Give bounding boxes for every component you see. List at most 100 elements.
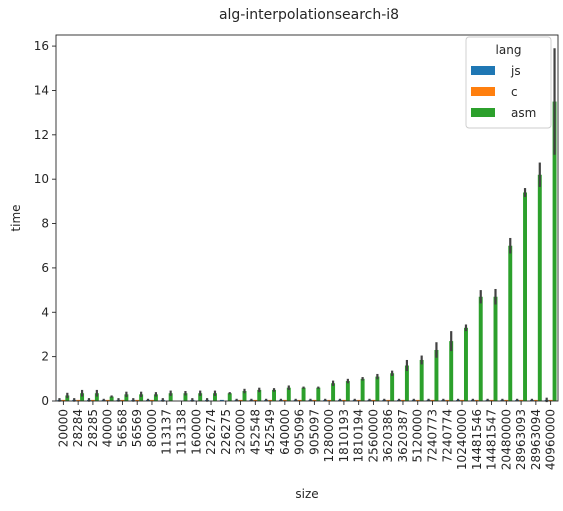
- bar-c-10240000: [460, 399, 464, 401]
- bar-asm-20000: [65, 395, 70, 401]
- bar-c-20000: [61, 399, 66, 401]
- x-tick-label: 10240000: [455, 409, 469, 470]
- bar-c-2560000: [371, 399, 376, 401]
- y-tick-label: 2: [41, 350, 49, 364]
- x-axis-label: size: [295, 487, 318, 501]
- bar-c-640000: [282, 399, 287, 401]
- bar-c-56568: [120, 399, 125, 401]
- bar-c-3620387: [401, 399, 405, 401]
- x-tick-label: 905097: [307, 409, 321, 455]
- bar-asm-10240000: [464, 327, 468, 401]
- bar-asm-2560000: [375, 376, 380, 401]
- bar-c-28284: [76, 399, 81, 401]
- bar-asm-28284: [80, 393, 85, 401]
- bar-c-40960000: [548, 399, 553, 401]
- bar-asm-160000: [198, 393, 203, 401]
- bar-asm-226275: [227, 393, 232, 401]
- y-tick-label: 8: [41, 217, 49, 231]
- bar-asm-113137: [168, 393, 173, 401]
- bar-asm-452549: [272, 389, 276, 401]
- bar-c-5120000: [415, 399, 420, 401]
- x-tick-label: 640000: [278, 409, 292, 455]
- y-tick-label: 12: [34, 128, 49, 142]
- x-tick-label: 14481547: [485, 409, 499, 470]
- bar-asm-905097: [316, 387, 321, 401]
- bar-asm-40960000: [552, 101, 557, 402]
- bar-asm-80000: [153, 394, 158, 401]
- bar-asm-7240773: [434, 349, 439, 401]
- bar-asm-14481546: [478, 296, 483, 401]
- x-tick-label: 1810193: [337, 409, 351, 462]
- bar-c-20480000: [504, 399, 509, 401]
- bar-c-320000: [238, 399, 243, 401]
- bar-asm-28285: [94, 393, 99, 401]
- x-tick-label: 226275: [219, 409, 233, 455]
- bar-c-7240774: [445, 399, 450, 401]
- x-axis: 20000 28284 28285 40000 56568 56569 80000 11313…: [56, 401, 558, 470]
- x-tick-label: 5120000: [411, 409, 425, 462]
- x-tick-label: 1810194: [352, 409, 366, 462]
- y-axis-label: time: [9, 204, 23, 231]
- bar-c-14481546: [474, 399, 479, 401]
- bar-asm-1810194: [360, 378, 365, 401]
- bar-asm-5120000: [419, 359, 424, 401]
- bar-js-226275: [219, 399, 224, 401]
- bar-asm-226274: [213, 393, 217, 401]
- x-tick-label: 56569: [130, 409, 144, 447]
- y-tick-label: 14: [34, 83, 49, 97]
- x-tick-label: 40960000: [544, 409, 558, 470]
- bar-c-1810193: [341, 399, 346, 401]
- x-tick-label: 452548: [248, 409, 262, 455]
- legend-swatch-js: [471, 66, 495, 75]
- y-tick-label: 10: [34, 172, 49, 186]
- bar-asm-452548: [257, 389, 262, 401]
- x-tick-label: 2560000: [366, 409, 380, 462]
- bar-asm-40000: [109, 396, 114, 401]
- bar-c-28963094: [533, 399, 538, 401]
- bars-layer: [57, 101, 557, 402]
- plot-frame: [55, 34, 559, 402]
- x-tick-label: 14481546: [470, 409, 484, 470]
- bar-c-28285: [90, 399, 95, 401]
- bar-asm-3620387: [404, 365, 409, 401]
- x-tick-label: 40000: [101, 409, 115, 447]
- x-tick-label: 7240773: [426, 409, 440, 462]
- y-tick-label: 4: [41, 305, 49, 319]
- x-tick-label: 28284: [71, 409, 85, 447]
- y-tick-label: 0: [41, 394, 49, 408]
- bar-c-905097: [312, 399, 317, 401]
- bar-asm-905096: [301, 387, 306, 401]
- bar-c-452548: [253, 399, 258, 401]
- x-tick-label: 1280000: [322, 409, 336, 462]
- bar-asm-1280000: [331, 383, 336, 401]
- bar-c-3620386: [386, 399, 391, 401]
- x-tick-label: 80000: [145, 409, 159, 447]
- legend-label-js: js: [510, 64, 521, 78]
- bar-asm-56568: [124, 394, 129, 401]
- x-tick-label: 28963094: [529, 409, 543, 470]
- legend-label-asm: asm: [511, 106, 536, 120]
- x-tick-label: 452549: [263, 409, 277, 455]
- x-tick-label: 28285: [86, 409, 100, 447]
- legend-frame: [465, 36, 552, 129]
- x-tick-label: 160000: [189, 409, 203, 455]
- bar-asm-14481547: [493, 296, 498, 401]
- bar-c-40000: [105, 399, 110, 401]
- bar-c-80000: [150, 399, 154, 401]
- x-tick-label: 7240774: [440, 409, 454, 462]
- x-tick-label: 905096: [293, 409, 307, 455]
- bar-c-905096: [297, 399, 302, 401]
- bar-asm-640000: [286, 387, 291, 401]
- x-tick-label: 56568: [115, 409, 129, 447]
- legend-swatch-c: [471, 87, 495, 96]
- x-tick-label: 113137: [160, 409, 174, 455]
- bar-c-452549: [268, 399, 273, 401]
- legend-title: lang: [496, 43, 522, 57]
- x-tick-label: 3620387: [396, 409, 410, 462]
- bar-asm-7240774: [449, 341, 454, 401]
- y-tick-label: 16: [34, 39, 49, 53]
- bar-asm-20480000: [508, 245, 513, 401]
- bar-asm-28963094: [537, 174, 542, 401]
- legend-label-c: c: [511, 85, 518, 99]
